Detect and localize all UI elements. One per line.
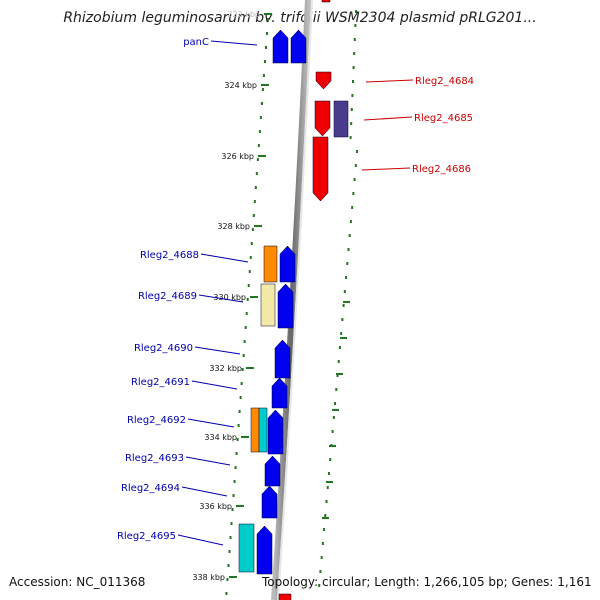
- gene-arrow-rleg2_4690: [274, 339, 291, 379]
- gene-label-rleg2_4689: Rleg2_4689: [138, 291, 197, 302]
- gene-arrow: [278, 593, 292, 600]
- gene-arrow-rleg2_4692: [267, 409, 284, 455]
- tick-label: 334 kbp: [204, 433, 237, 442]
- leader-line: [177, 534, 224, 546]
- leader-line: [365, 79, 414, 83]
- gene-label-rleg2_4695: Rleg2_4695: [117, 531, 176, 542]
- gene-label-rleg2_4685: Rleg2_4685: [414, 113, 473, 124]
- gene-label-rleg2_4686: Rleg2_4686: [412, 164, 471, 175]
- leader-line: [181, 486, 228, 497]
- leader-line: [191, 380, 238, 390]
- feature-box: [238, 523, 255, 573]
- tick-label: 324 kbp: [224, 81, 257, 90]
- gene-arrow-panc: [272, 29, 289, 64]
- leader-line: [200, 253, 249, 263]
- feature-box: [263, 245, 278, 283]
- gene-arrow-rleg2_4691: [271, 377, 288, 409]
- gene-label-rleg2_4694: Rleg2_4694: [121, 483, 180, 494]
- topology-summary: Topology: circular; Length: 1,266,105 bp…: [262, 575, 592, 589]
- feature-box: [250, 407, 260, 453]
- gene-label-rleg2_4690: Rleg2_4690: [134, 343, 193, 354]
- gene-arrow-rleg2_4695: [256, 525, 273, 575]
- leader-line: [361, 167, 411, 171]
- gene-arrow-rleg2_4688: [279, 245, 296, 283]
- leader-line: [194, 346, 241, 355]
- tick-label: 328 kbp: [217, 222, 250, 231]
- backbone-ring-edge: [277, 0, 313, 600]
- gene-arrow-rleg2_4686: [312, 136, 329, 202]
- gene-label-rleg2_4691: Rleg2_4691: [131, 377, 190, 388]
- tick-label: 330 kbp: [213, 293, 246, 302]
- feature-box: [258, 407, 268, 453]
- gene-arrow-rleg2_4694: [261, 485, 278, 519]
- gene-label-rleg2_4693: Rleg2_4693: [125, 453, 184, 464]
- accession-text: Accession: NC_011368: [9, 575, 146, 589]
- tick-label: 338 kbp: [192, 573, 225, 582]
- tick-label: 332 kbp: [209, 364, 242, 373]
- gene-arrow-rleg2_4685: [314, 100, 331, 137]
- gene-arrow-rleg2_4689: [277, 283, 294, 329]
- gene-arrow: [321, 0, 331, 3]
- tick-label: 336 kbp: [199, 502, 232, 511]
- leader-line: [363, 116, 413, 121]
- leader-line: [187, 418, 235, 428]
- gene-arrow: [290, 29, 307, 64]
- gene-label-rleg2_4684: Rleg2_4684: [415, 76, 474, 87]
- gene-label-rleg2_4692: Rleg2_4692: [127, 415, 186, 426]
- tick-label: 322 kbp: [227, 10, 260, 19]
- tick-label: 326 kbp: [221, 152, 254, 161]
- gene-label-rleg2_4688: Rleg2_4688: [140, 250, 199, 261]
- leader-line: [210, 40, 258, 46]
- leader-line: [185, 456, 231, 466]
- map-title: Rhizobium leguminosarum bv. trifolii WSM…: [63, 10, 537, 26]
- gene-arrow-rleg2_4693: [264, 455, 281, 487]
- gene-arrow-rleg2_4684: [315, 71, 332, 90]
- leader-line: [198, 294, 244, 303]
- feature-box: [333, 100, 349, 138]
- gene-label-panc: panC: [183, 37, 209, 48]
- feature-box: [260, 283, 276, 327]
